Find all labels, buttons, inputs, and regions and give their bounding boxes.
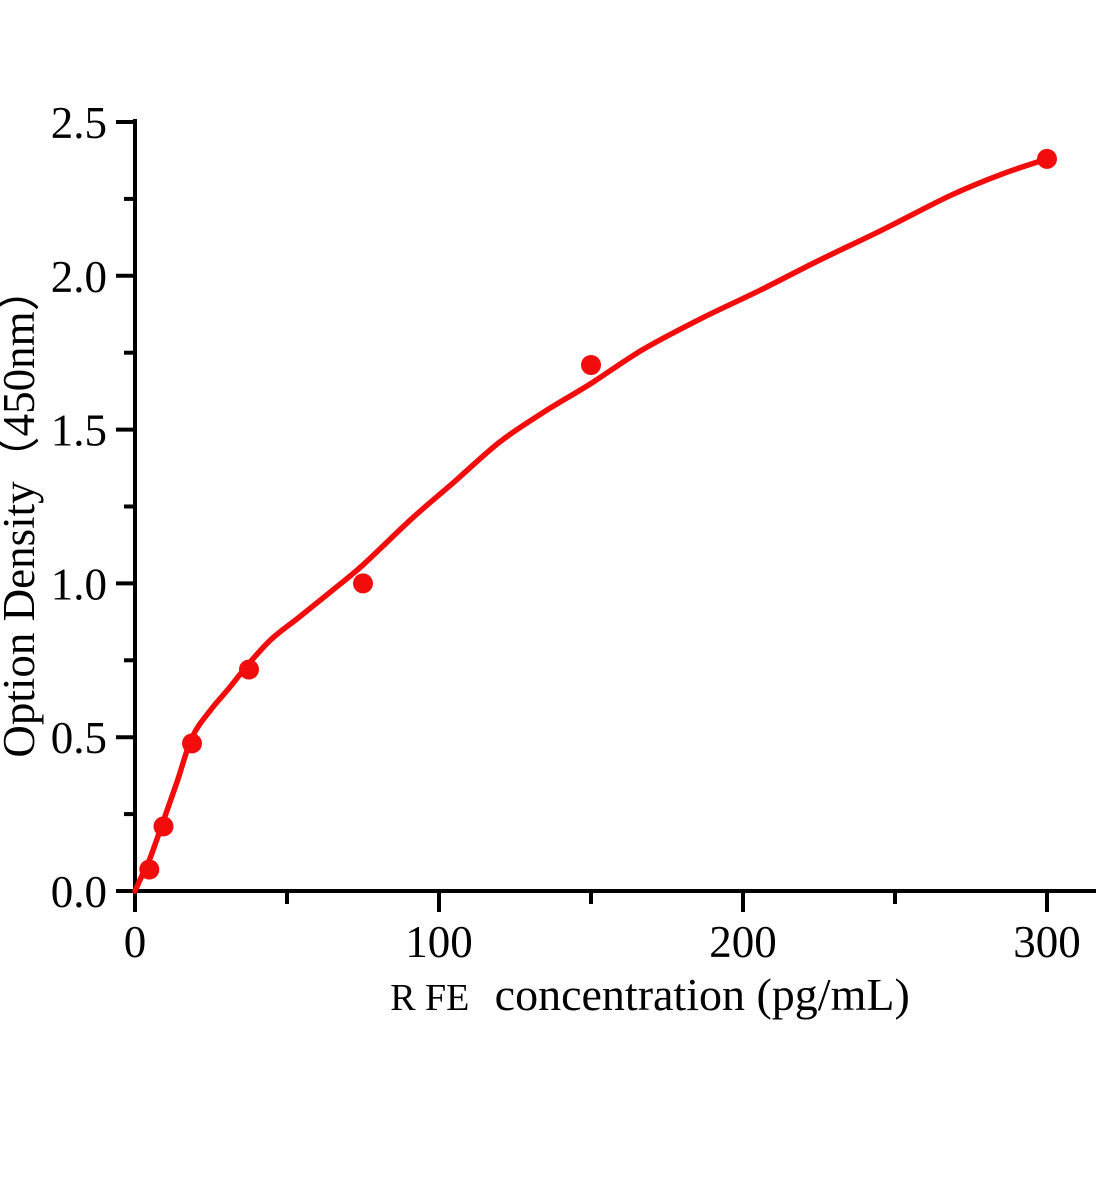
- y-tick-label: 2.5: [51, 98, 107, 148]
- x-axis-title-prefix: R FE: [390, 977, 469, 1019]
- y-tick-label: 2.0: [51, 252, 107, 302]
- data-point: [153, 816, 174, 837]
- y-axis-minor-ticks: [124, 196, 135, 817]
- x-tick-label: 200: [709, 917, 777, 967]
- y-tick-label: 0.0: [51, 867, 107, 917]
- x-tick-label: 300: [1013, 917, 1081, 967]
- data-points: [139, 148, 1057, 880]
- axes: [133, 119, 1096, 893]
- y-axis-major-ticks: [116, 120, 135, 893]
- data-point: [581, 355, 601, 375]
- x-axis-tick-labels: 0 100 200 300: [124, 917, 1081, 967]
- y-axis-title: Option Density（450nm）: [0, 266, 44, 757]
- y-tick-label: 1.5: [51, 406, 107, 456]
- fit-curve: [132, 156, 1050, 894]
- data-point: [1037, 148, 1057, 169]
- data-point: [353, 573, 373, 594]
- x-tick-label: 0: [124, 917, 147, 967]
- data-point: [139, 859, 160, 880]
- y-tick-label: 0.5: [51, 713, 107, 763]
- x-axis-title: R FE concentration (pg/mL): [390, 969, 910, 1020]
- x-tick-label: 100: [405, 917, 473, 967]
- x-axis-title-main: concentration (pg/mL): [495, 969, 910, 1020]
- x-axis-major-ticks: [133, 891, 1049, 912]
- data-point: [239, 659, 259, 680]
- x-axis-minor-ticks: [285, 891, 897, 904]
- y-tick-label: 1.0: [51, 559, 107, 609]
- y-axis-tick-labels: 0.0 0.5 1.0 1.5 2.0 2.5: [51, 98, 107, 917]
- data-point: [182, 733, 202, 754]
